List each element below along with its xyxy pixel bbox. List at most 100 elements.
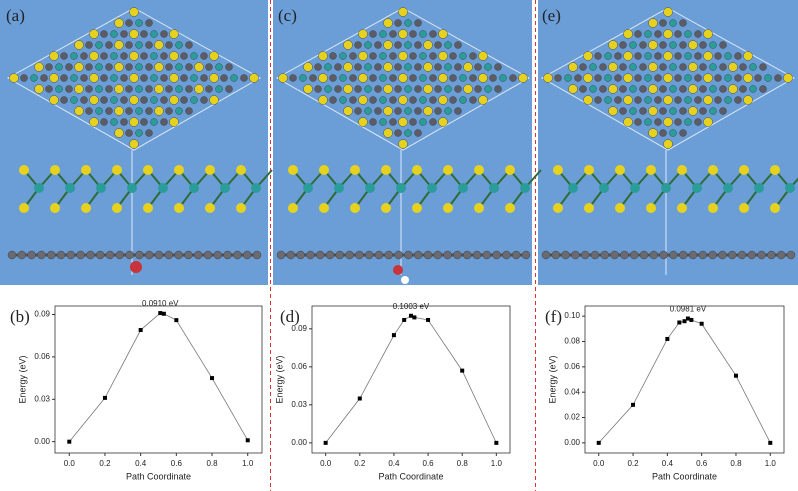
atom: [737, 250, 747, 260]
atom: [634, 96, 642, 104]
atom: [419, 74, 427, 82]
data-point: [426, 317, 431, 322]
data-point: [138, 328, 143, 333]
atom: [734, 74, 742, 82]
atom: [95, 41, 103, 49]
atom: [17, 250, 26, 260]
atom: [419, 118, 427, 126]
atom: [608, 62, 618, 72]
atom: [160, 52, 168, 60]
atom: [165, 85, 173, 93]
atom: [389, 96, 397, 104]
atom: [600, 250, 609, 260]
atom: [85, 41, 93, 49]
atom: [443, 165, 453, 175]
atom: [674, 30, 682, 38]
atom: [389, 118, 397, 126]
atom: [185, 85, 193, 93]
atom: [389, 52, 397, 60]
atom: [404, 41, 412, 49]
data-point: [158, 311, 163, 316]
atom: [193, 250, 203, 260]
atom: [743, 95, 753, 105]
atom: [129, 95, 139, 105]
atom: [169, 95, 179, 105]
atom: [89, 73, 99, 83]
atom: [494, 85, 502, 93]
atom: [45, 63, 53, 71]
atom: [659, 19, 667, 27]
atom: [669, 85, 677, 93]
x-tick-label: 1.0: [242, 459, 254, 468]
atom: [469, 96, 477, 104]
data-point: [161, 311, 166, 316]
atom: [319, 203, 329, 213]
atom: [583, 95, 593, 105]
atom: [459, 96, 467, 104]
atom: [414, 129, 422, 137]
atom: [318, 51, 328, 61]
atom: [194, 62, 204, 72]
atom: [679, 85, 687, 93]
atom: [135, 85, 143, 93]
atom: [786, 250, 796, 260]
atom: [89, 95, 99, 105]
atom: [404, 129, 412, 137]
atom: [135, 250, 144, 260]
atom: [599, 183, 609, 193]
y-tick-label: 0.02: [564, 413, 580, 422]
atom: [203, 250, 213, 260]
atom: [154, 250, 164, 260]
atom: [684, 52, 692, 60]
atom: [381, 165, 391, 175]
atom: [478, 95, 488, 105]
atom: [233, 250, 242, 260]
atom: [145, 63, 153, 71]
atom: [734, 96, 742, 104]
atom: [394, 41, 402, 49]
atom: [646, 203, 656, 213]
atom: [309, 74, 317, 82]
atom: [688, 106, 698, 116]
atom: [369, 96, 377, 104]
x-tick-label: 0.8: [206, 459, 218, 468]
atom: [708, 165, 718, 175]
atom: [489, 183, 499, 193]
atom: [80, 52, 88, 60]
atom: [110, 74, 118, 82]
atom: [615, 203, 625, 213]
atom: [314, 63, 322, 71]
atom: [160, 96, 168, 104]
atom: [154, 62, 164, 72]
atom: [27, 250, 36, 260]
atom: [583, 73, 593, 83]
atom: [703, 29, 713, 39]
atom: [619, 41, 627, 49]
atom: [174, 165, 184, 175]
atom: [472, 250, 482, 260]
x-tick-label: 0.2: [99, 459, 111, 468]
atom: [659, 107, 667, 115]
data-point: [699, 321, 704, 326]
atom: [654, 52, 662, 60]
atom: [318, 95, 328, 105]
x-tick-label: 1.0: [765, 459, 777, 468]
atom: [393, 265, 403, 275]
atom: [414, 250, 423, 260]
atom: [709, 63, 717, 71]
atom: [615, 165, 625, 175]
atom: [723, 183, 733, 193]
atom: [383, 40, 393, 50]
atom: [288, 165, 298, 175]
atom: [115, 250, 125, 260]
atom: [423, 250, 433, 260]
data-point: [677, 320, 682, 325]
atom: [409, 52, 417, 60]
atom: [180, 52, 188, 60]
atom: [579, 63, 587, 71]
atom: [703, 117, 713, 127]
atom: [369, 74, 377, 82]
atom: [594, 74, 602, 82]
atom: [34, 62, 44, 72]
atom: [482, 250, 491, 260]
